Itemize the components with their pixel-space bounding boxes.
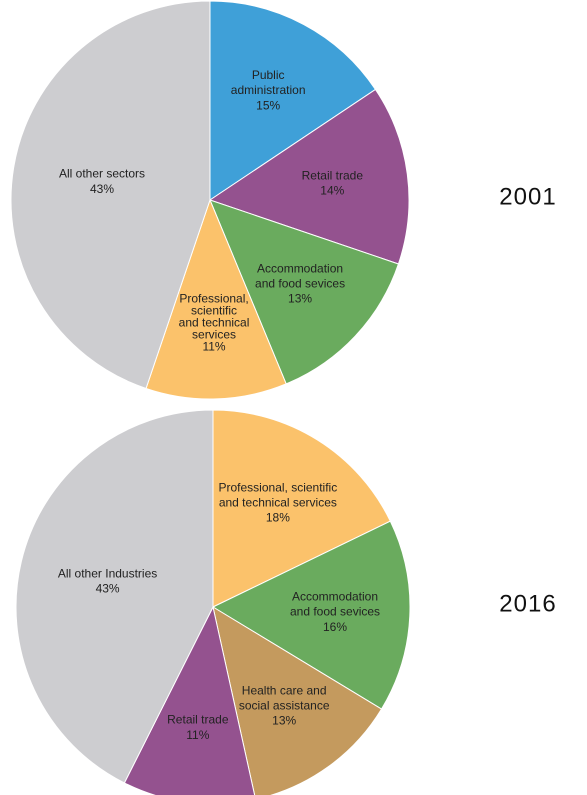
pie-slice xyxy=(208,88,410,265)
value-label: 16% xyxy=(323,620,347,634)
value-label: 13% xyxy=(288,292,312,306)
pie-slice xyxy=(211,520,411,710)
value-label: 18% xyxy=(266,511,290,525)
pie-slice xyxy=(209,0,377,201)
category-label: Retail trade xyxy=(302,169,364,183)
value-label: 11% xyxy=(186,728,209,742)
category-label: All other sectors xyxy=(59,167,145,181)
value-label: 43% xyxy=(90,182,114,196)
value-label: 15% xyxy=(256,98,280,112)
category-label: Accommodation and food sevices xyxy=(255,262,345,291)
category-label: Professional, scientific and technical serv… xyxy=(179,291,250,341)
category-label: Accommodation and food sevices xyxy=(290,590,380,619)
year-label: 2016 xyxy=(499,590,556,617)
slice-label: Professional, scientific and technical serv… xyxy=(179,291,250,353)
value-label: 14% xyxy=(320,184,344,198)
pie-slice xyxy=(15,409,214,784)
category-label: Public administration xyxy=(231,68,306,97)
slice-label: Professional, scientific and technical se… xyxy=(219,481,338,525)
year-label: 2001 xyxy=(499,183,556,210)
value-label: 13% xyxy=(272,713,296,727)
pie-slice xyxy=(212,409,391,608)
pie-slice xyxy=(10,0,211,390)
value-label: 43% xyxy=(96,582,120,596)
pie-slice xyxy=(212,605,383,795)
category-label: Retail trade xyxy=(167,713,229,727)
category-label: Health care and social assistance xyxy=(239,683,330,712)
category-label: All other Industries xyxy=(58,567,157,581)
pie-slice xyxy=(209,199,400,385)
pie-slice xyxy=(145,198,287,400)
category-label: Professional, scientific and technical se… xyxy=(219,481,338,510)
pie-slice xyxy=(123,605,256,795)
value-label: 11% xyxy=(202,339,225,353)
